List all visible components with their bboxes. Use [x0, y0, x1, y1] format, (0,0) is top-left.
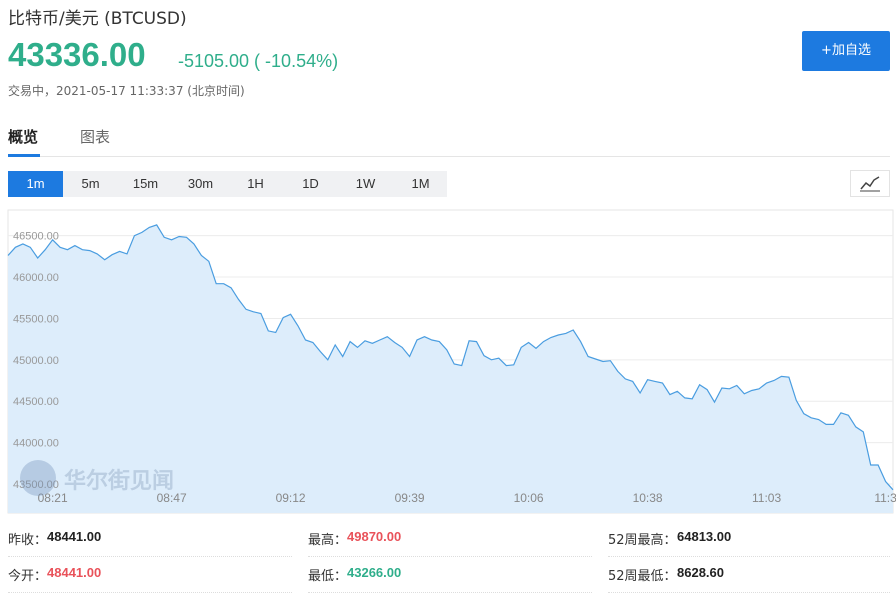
x-tick-label: 08:47: [157, 491, 187, 505]
interval-button[interactable]: 1H: [247, 176, 264, 191]
stat-label: 52周最低：: [608, 569, 677, 584]
tab[interactable]: 概览: [8, 128, 39, 146]
interval-button[interactable]: 5m: [81, 176, 100, 191]
stat-separator: [608, 556, 890, 557]
y-tick-label: 46000.00: [13, 272, 59, 284]
stat-separator: [308, 556, 592, 557]
interval-bar: [8, 171, 447, 197]
active-tab-underline: [8, 154, 40, 157]
add-watchlist-button[interactable]: +加自选: [802, 31, 890, 71]
chart-type-icon: [860, 176, 880, 192]
stat-value: 8628.60: [677, 565, 724, 580]
tab-divider: [8, 156, 890, 157]
stat-separator: [308, 592, 592, 593]
stat-separator: [8, 556, 292, 557]
y-tick-label: 45500.00: [13, 313, 59, 325]
stat-value: 64813.00: [677, 529, 732, 544]
x-tick-label: 08:21: [38, 491, 68, 505]
area-fill: [8, 224, 893, 513]
interval-button[interactable]: 1m: [8, 171, 63, 197]
x-tick-label: 10:38: [633, 491, 663, 505]
y-tick-label: 43500.00: [13, 479, 59, 491]
interval-button[interactable]: 30m: [187, 176, 214, 191]
y-tick-label: 45000.00: [13, 355, 59, 367]
y-tick-label: 46500.00: [13, 231, 59, 243]
x-tick-label: 11:03: [752, 491, 781, 505]
x-tick-label: 09:39: [395, 491, 425, 505]
stat-label: 今开：: [8, 569, 48, 584]
stat-value: 48441.00: [47, 529, 102, 544]
y-tick-label: 44000.00: [13, 438, 59, 450]
stat-label: 最高：: [308, 533, 348, 548]
watermark-logo: [20, 460, 56, 496]
stat-label: 52周最高：: [608, 533, 677, 548]
price-chart: 43500.00 44000.00 44500.00 45000.00 45500.00…: [7, 209, 896, 514]
interval-button[interactable]: 1W: [355, 176, 376, 191]
interval-button[interactable]: 15m: [132, 176, 159, 191]
stat-value: 43266.00: [347, 565, 402, 580]
watermark: 华尔街见闻: [20, 460, 174, 496]
interval-button[interactable]: 1D: [302, 176, 319, 191]
trading-status: 交易中，2021-05-17 11:33:37 (北京时间): [8, 84, 245, 98]
title: 比特币/美元 (BTCUSD): [8, 9, 187, 29]
price-change: -5105.00 ( -10.54%): [178, 51, 339, 71]
stat-separator: [8, 592, 292, 593]
watermark-text: 华尔街见闻: [64, 468, 174, 494]
x-tick-label: 11:3: [874, 491, 896, 505]
stat-separator: [608, 592, 890, 593]
chart-type-button[interactable]: [850, 170, 890, 197]
stat-value: 49870.00: [347, 529, 402, 544]
y-tick-label: 44500.00: [13, 396, 59, 408]
stat-label: 最低：: [308, 569, 348, 584]
stat-label: 昨收：: [8, 533, 48, 548]
price-line: [7, 224, 894, 491]
x-tick-label: 10:06: [514, 491, 544, 505]
stat-value: 48441.00: [47, 565, 102, 580]
interval-button[interactable]: 1M: [411, 176, 430, 191]
tab[interactable]: 图表: [80, 128, 111, 146]
x-tick-label: 09:12: [276, 491, 306, 505]
price: 43336.00: [8, 36, 146, 73]
